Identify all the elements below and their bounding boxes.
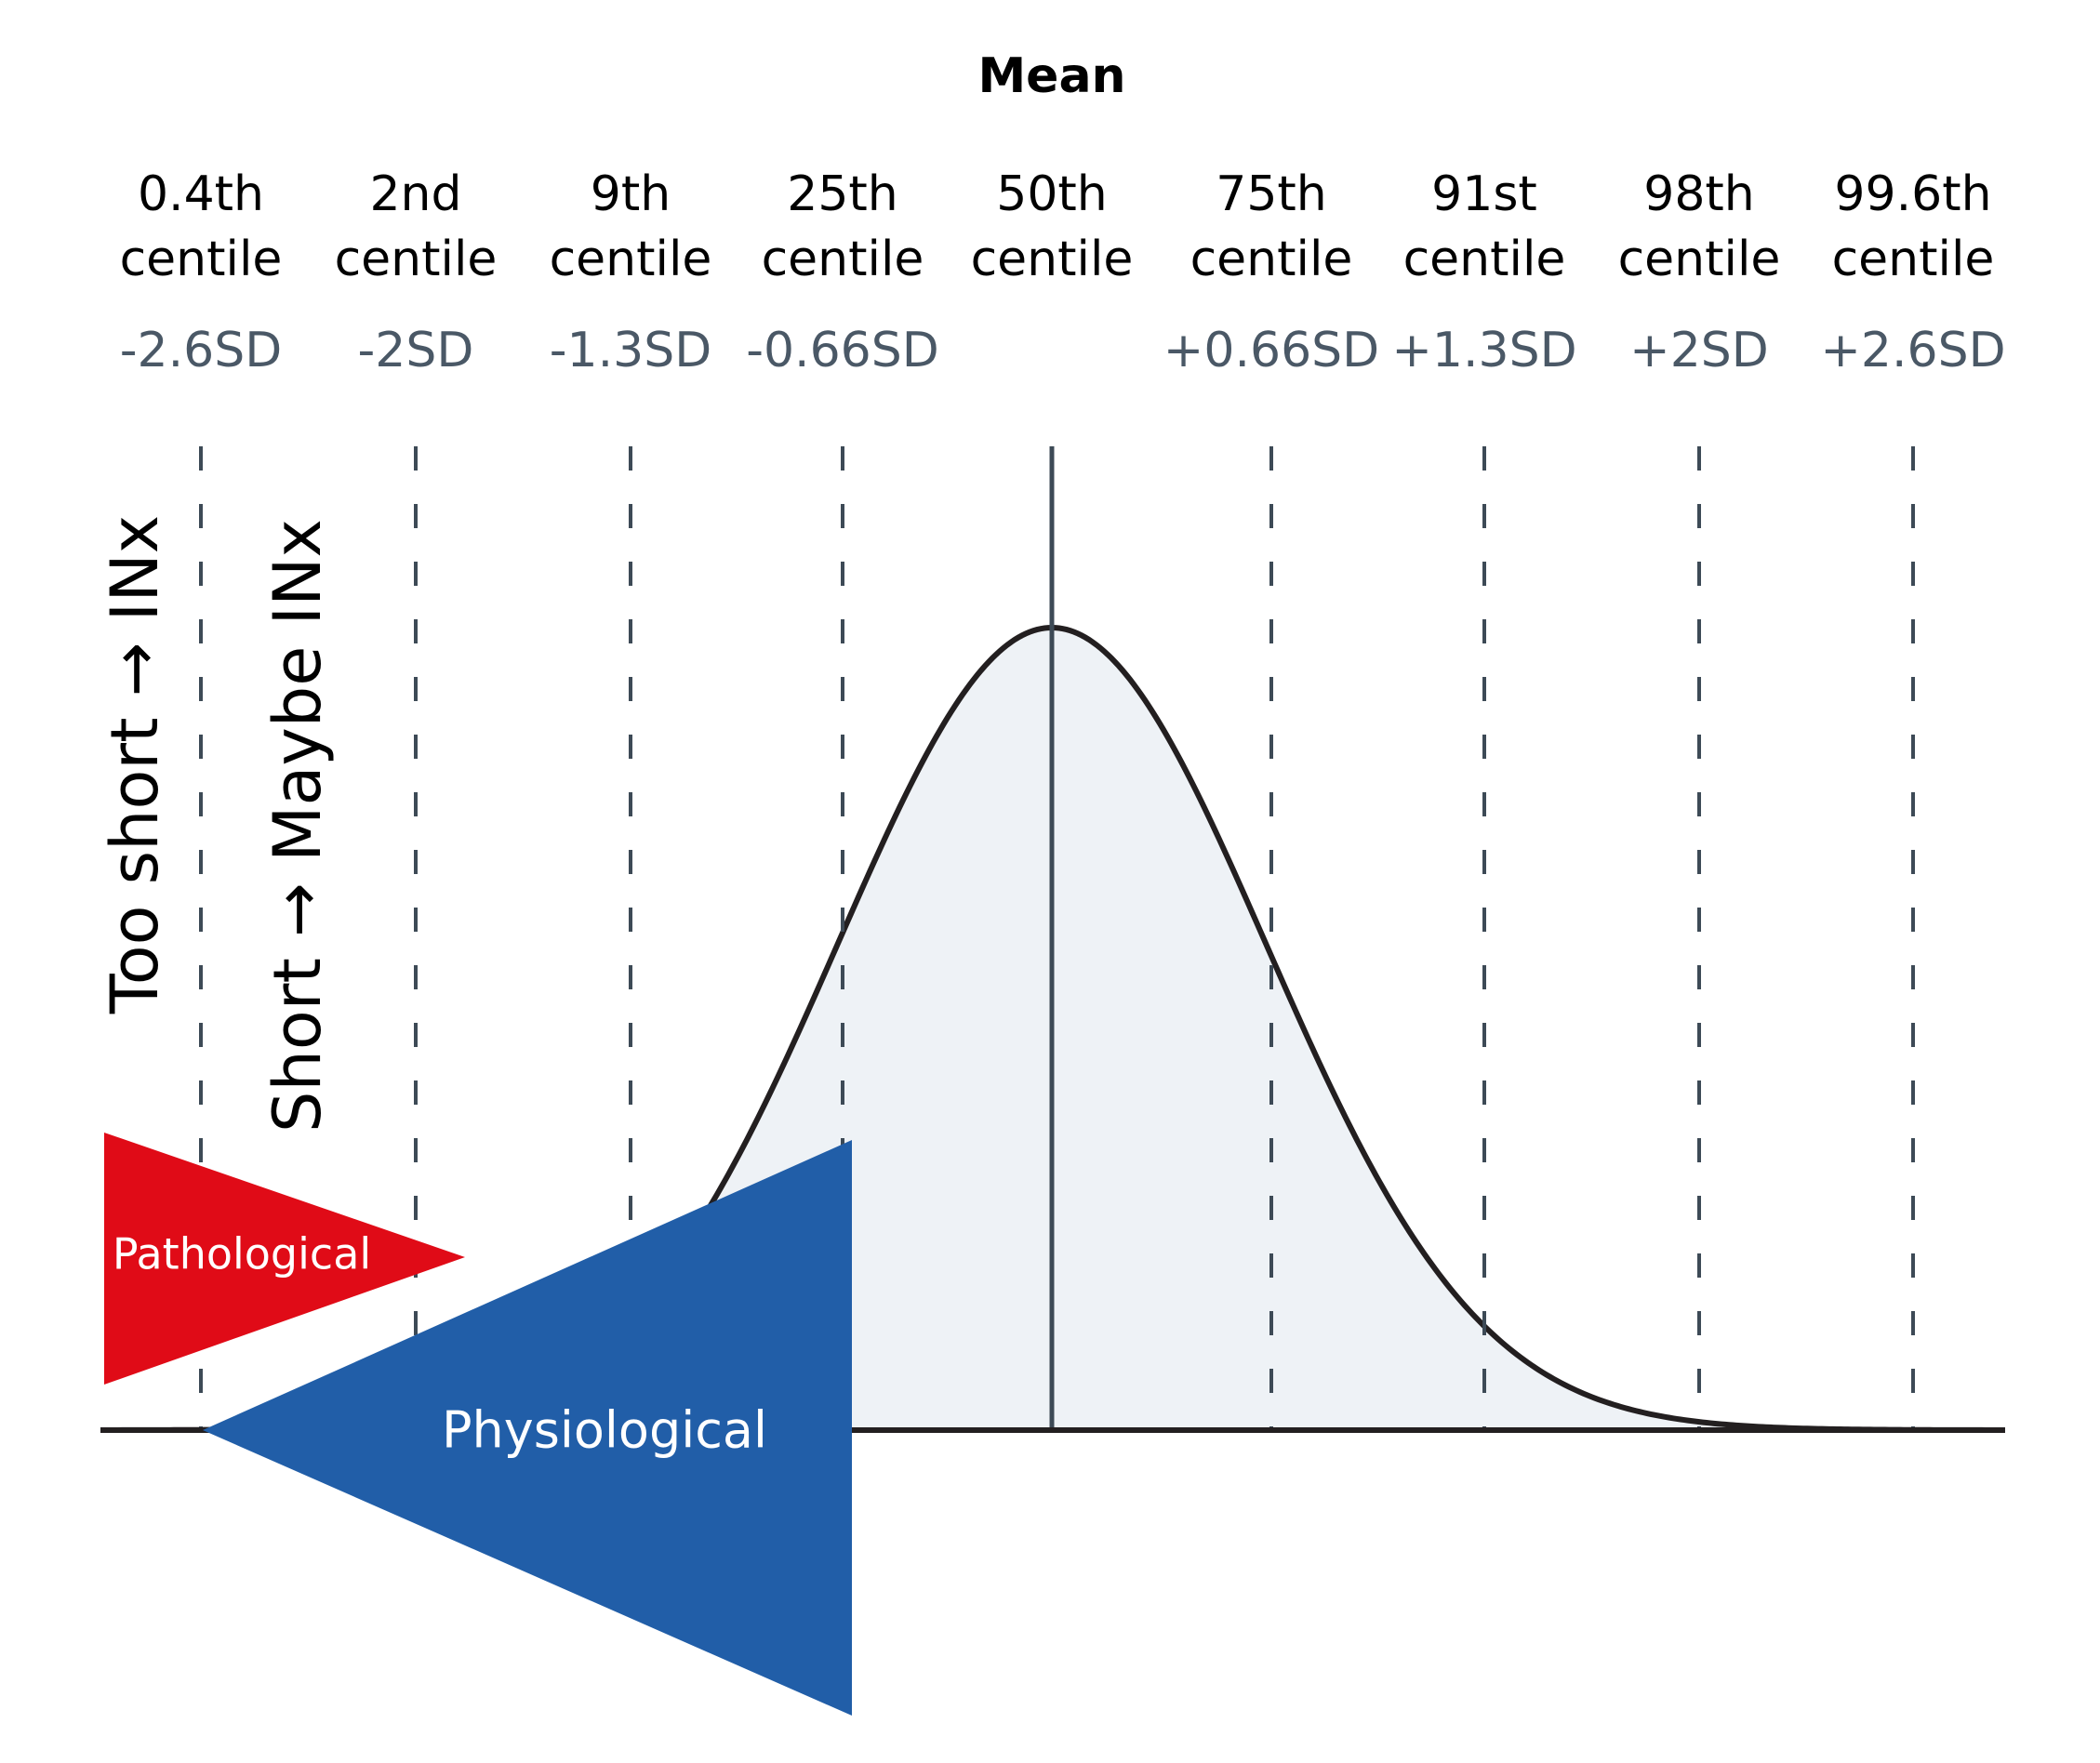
centile-word-label: centile <box>550 232 712 287</box>
short-label: Short → Maybe INx <box>259 519 336 1133</box>
centile-word-label: centile <box>1618 232 1781 287</box>
sd-label: -1.3SD <box>550 323 712 378</box>
physiological-label: Physiological <box>442 1401 767 1460</box>
centile-value-label: 0.4th <box>138 166 264 222</box>
centile-value-label: 99.6th <box>1834 166 1991 222</box>
sd-label: +2SD <box>1629 323 1769 378</box>
centile-value-label: 9th <box>591 166 671 222</box>
mean-heading: Mean <box>977 48 1125 104</box>
pathological-label: Pathological <box>113 1229 371 1279</box>
centile-word-label: centile <box>1832 232 1995 287</box>
centile-word-label: centile <box>120 232 283 287</box>
sd-label: +2.6SD <box>1820 323 2005 378</box>
sd-label: -0.66SD <box>746 323 939 378</box>
sd-label: +0.66SD <box>1163 323 1379 378</box>
sd-label: +1.3SD <box>1391 323 1576 378</box>
centile-word-label: centile <box>1190 232 1353 287</box>
physiological-wedge <box>203 1140 852 1716</box>
sd-label: -2.6SD <box>120 323 283 378</box>
centile-value-label: 50th <box>996 166 1108 222</box>
too-short-label: Too short → INx <box>97 515 173 1014</box>
centile-word-label: centile <box>335 232 498 287</box>
centile-labels: 0.4th centile -2.6SD 2nd centile -2SD 9th centi… <box>120 166 2006 378</box>
centile-value-label: 91st <box>1431 166 1537 222</box>
centile-word-label: centile <box>762 232 924 287</box>
centile-value-label: 25th <box>787 166 898 222</box>
centile-value-label: 2nd <box>369 166 461 222</box>
centile-value-label: 75th <box>1216 166 1327 222</box>
centile-value-label: 98th <box>1643 166 1755 222</box>
centile-word-label: centile <box>1403 232 1566 287</box>
centile-word-label: centile <box>971 232 1134 287</box>
sd-label: -2SD <box>358 323 474 378</box>
pathological-wedge <box>104 1133 465 1385</box>
